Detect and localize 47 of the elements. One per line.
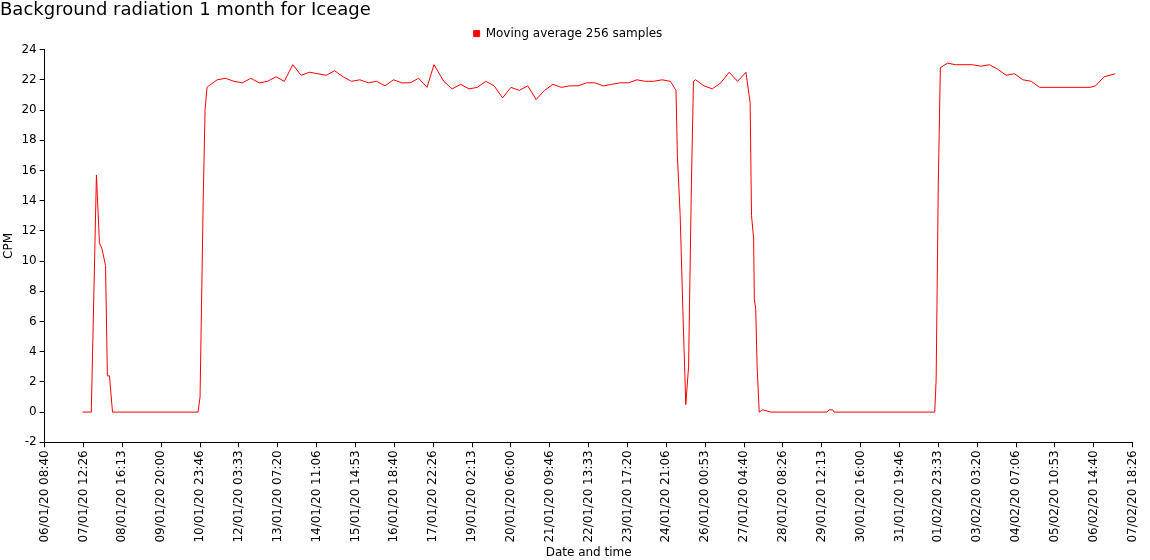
x-tick-label: 14/01/20 11:06 [308, 450, 323, 543]
x-tick-label: 30/01/20 16:00 [852, 450, 867, 543]
x-tick-label: 10/01/20 23:46 [192, 450, 207, 543]
y-tick-label: 4 [29, 343, 37, 358]
x-tick-label: 15/01/20 14:53 [347, 450, 362, 543]
y-axis-title: CPM [1, 232, 16, 259]
x-tick-label: 09/01/20 20:00 [153, 450, 168, 543]
x-tick-label: 04/02/20 07:06 [1008, 450, 1023, 543]
x-tick-label: 08/01/20 16:13 [114, 450, 129, 543]
y-tick-label: 22 [21, 71, 37, 86]
x-tick-label: 07/01/20 12:26 [75, 450, 90, 543]
x-tick-label: 01/02/20 23:33 [930, 450, 945, 543]
x-tick-label: 12/01/20 03:33 [231, 450, 246, 543]
y-tick-label: -2 [24, 434, 37, 449]
x-tick-label: 23/01/20 17:20 [619, 450, 634, 543]
x-tick-label: 26/01/20 00:53 [697, 450, 712, 543]
x-axis-title: Date and time [545, 544, 632, 559]
y-tick-label: 12 [21, 222, 37, 237]
y-tick-label: 24 [21, 41, 37, 56]
x-tick-label: 03/02/20 03:20 [969, 450, 984, 543]
x-tick-label: 06/01/20 08:40 [36, 450, 51, 543]
legend-label: Moving average 256 samples [485, 25, 663, 40]
x-tick-label: 21/01/20 09:46 [541, 450, 556, 543]
x-tick-label: 16/01/20 18:40 [386, 450, 401, 543]
y-tick-label: 10 [21, 253, 37, 268]
x-tick-label: 06/02/20 14:40 [1085, 450, 1100, 543]
x-tick-label: 19/01/20 02:13 [464, 450, 479, 543]
x-tick-label: 24/01/20 21:06 [658, 450, 673, 543]
y-tick-label: 18 [21, 132, 37, 147]
x-tick-label: 07/02/20 18:26 [1124, 450, 1139, 543]
x-tick-label: 17/01/20 22:26 [425, 450, 440, 543]
x-tick-label: 22/01/20 13:33 [580, 450, 595, 543]
x-tick-label: 13/01/20 07:20 [269, 450, 284, 543]
chart-title: Background radiation 1 month for Iceage [0, 0, 371, 20]
y-tick-label: 16 [21, 162, 37, 177]
x-tick-label: 20/01/20 06:00 [503, 450, 518, 543]
y-tick-label: 6 [29, 313, 37, 328]
y-tick-label: 8 [29, 283, 37, 298]
x-tick-label: 27/01/20 04:40 [736, 450, 751, 543]
x-tick-label: 28/01/20 08:26 [775, 450, 790, 543]
y-tick-label: 20 [21, 102, 37, 117]
y-tick-label: 14 [21, 192, 37, 207]
x-tick-label: 31/01/20 19:46 [891, 450, 906, 543]
y-tick-label: 2 [29, 374, 37, 389]
x-tick-label: 29/01/20 12:13 [813, 450, 828, 543]
y-tick-label: 0 [29, 404, 37, 419]
x-tick-label: 05/02/20 10:53 [1047, 450, 1062, 543]
